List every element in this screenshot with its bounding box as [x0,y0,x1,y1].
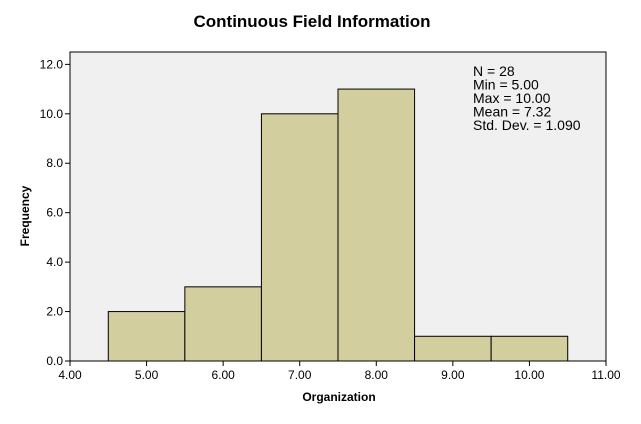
x-tick-label: 7.00 [288,368,312,382]
x-tick-label: 10.00 [514,368,544,382]
y-tick-label: 6.0 [46,206,63,220]
x-tick-label: 5.00 [135,368,159,382]
x-tick-label: 6.00 [211,368,235,382]
stat-line: N = 28 [473,63,515,79]
chart-title: Continuous Field Information [193,12,430,31]
histogram-bar-2 [260,113,339,362]
histogram-bar-1 [184,286,262,362]
histogram-bar-0 [107,311,186,362]
y-tick-label: 0.0 [46,354,63,368]
stat-line: Max = 10.00 [473,90,551,106]
x-tick-label: 8.00 [365,368,389,382]
histogram-bar-5 [490,335,569,362]
x-tick-label: 4.00 [58,368,82,382]
x-axis: 4.00 5.00 6.00 7.00 8.00 9.00 10.00 11.00 [58,361,621,382]
y-tick-label: 12.0 [40,57,64,71]
y-tick-label: 2.0 [46,305,63,319]
x-tick-label: 9.00 [441,368,465,382]
y-tick-label: 4.0 [46,255,63,269]
x-axis-label: Organization [302,390,375,404]
y-tick-label: 8.0 [46,156,63,170]
stat-line: Mean = 7.32 [473,104,551,120]
bars [107,88,569,362]
y-axis-label: Frequency [18,185,32,246]
x-tick-label: 11.00 [591,368,620,382]
y-axis: 0.0 2.0 4.0 6.0 8.0 10.0 12.0 [40,57,70,368]
stat-line: Min = 5.00 [473,77,539,93]
stat-line: Std. Dev. = 1.090 [473,117,581,133]
y-tick-label: 10.0 [40,107,64,121]
histogram-bar-4 [414,335,492,362]
histogram-bar-3 [337,88,416,362]
